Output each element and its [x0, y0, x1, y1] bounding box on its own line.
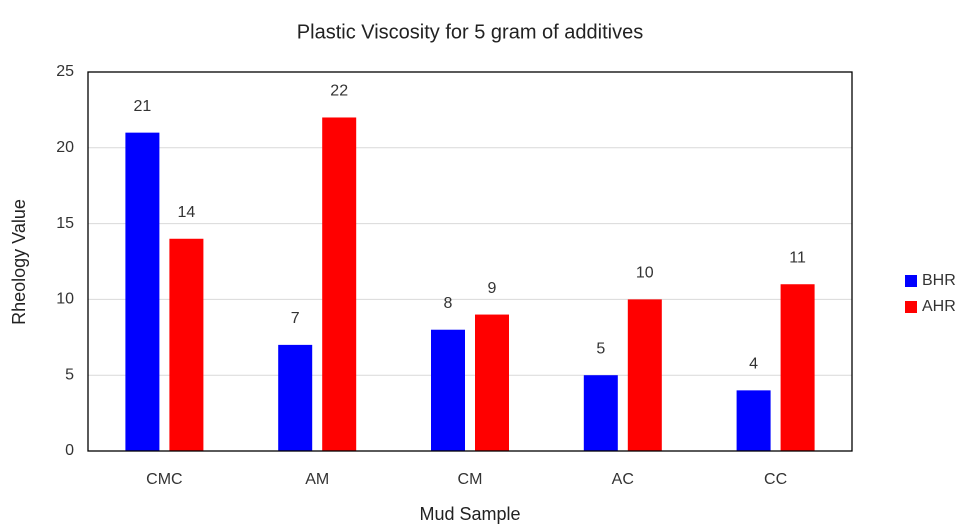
bar	[431, 329, 465, 451]
chart-title: Plastic Viscosity for 5 gram of additive…	[297, 21, 643, 43]
bar	[475, 314, 509, 451]
x-tick-label: CC	[764, 471, 787, 488]
y-tick-label: 20	[56, 139, 74, 156]
data-label: 4	[749, 356, 758, 373]
data-label: 10	[636, 265, 654, 282]
x-tick-label: CM	[458, 471, 483, 488]
x-tick-label: AC	[612, 471, 634, 488]
x-tick-label: CMC	[146, 471, 182, 488]
data-label: 11	[789, 249, 806, 266]
y-tick-label: 5	[65, 366, 74, 383]
data-label: 14	[178, 204, 196, 221]
legend-label: AHR	[922, 298, 956, 315]
bar	[627, 299, 662, 451]
y-tick-label: 25	[56, 63, 74, 80]
data-label: 8	[444, 295, 453, 312]
bar	[583, 375, 618, 451]
legend-label: BHR	[922, 272, 956, 289]
x-axis-title: Mud Sample	[419, 504, 520, 524]
y-tick-label: 15	[56, 215, 74, 232]
plot-border	[87, 71, 853, 452]
legend-swatch	[905, 301, 917, 313]
y-axis-title: Rheology Value	[9, 199, 29, 325]
data-label: 7	[291, 310, 300, 327]
legend-swatch	[905, 275, 917, 287]
data-label: 9	[488, 280, 497, 297]
data-label: 5	[596, 340, 605, 357]
x-tick-label: AM	[305, 471, 329, 488]
data-label: 21	[134, 98, 152, 115]
bar	[169, 238, 204, 451]
bar	[322, 117, 357, 451]
data-label: 22	[330, 83, 348, 100]
bar	[780, 284, 815, 451]
bar	[125, 132, 160, 451]
y-tick-label: 0	[65, 442, 74, 459]
bar	[736, 390, 771, 451]
y-tick-label: 10	[56, 291, 74, 308]
bar	[278, 344, 313, 451]
